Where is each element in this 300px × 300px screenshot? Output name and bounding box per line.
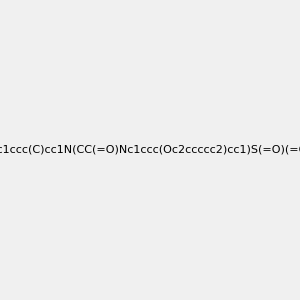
- Text: COc1ccc(C)cc1N(CC(=O)Nc1ccc(Oc2ccccc2)cc1)S(=O)(=O)C: COc1ccc(C)cc1N(CC(=O)Nc1ccc(Oc2ccccc2)cc…: [0, 145, 300, 155]
